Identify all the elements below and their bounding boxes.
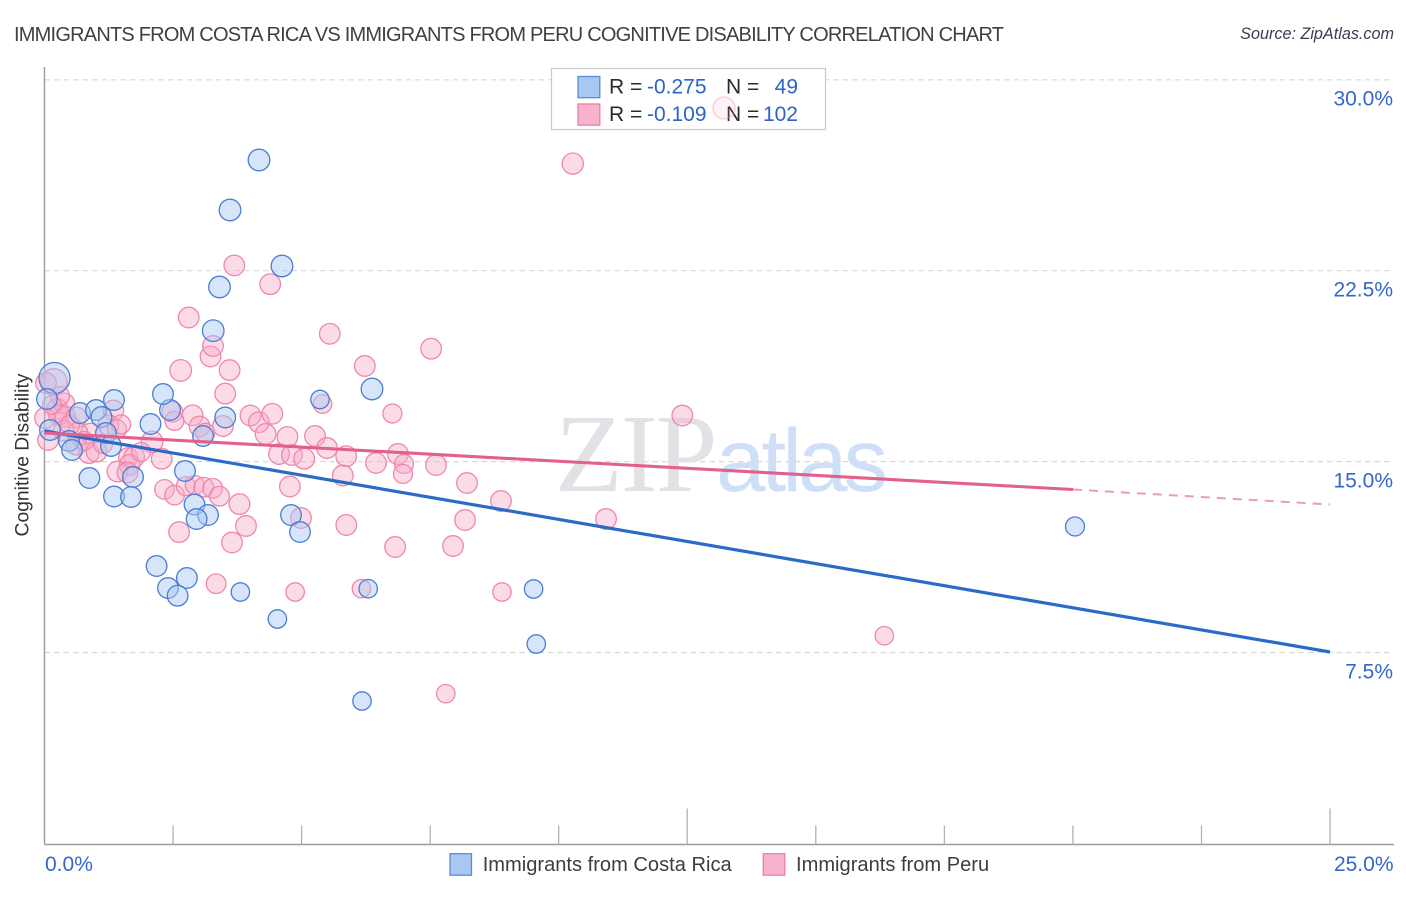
svg-text:R =: R = [609,76,642,99]
svg-text:-0.275: -0.275 [647,76,707,99]
svg-text:ZIP: ZIP [555,393,716,516]
svg-text:22.5%: 22.5% [1333,279,1393,302]
svg-text:N =: N = [726,103,759,126]
svg-text:-0.109: -0.109 [647,103,707,126]
svg-text:15.0%: 15.0% [1333,470,1393,493]
svg-text:IMMIGRANTS FROM COSTA RICA VS: IMMIGRANTS FROM COSTA RICA VS IMMIGRANTS… [14,24,1004,46]
svg-text:Immigrants from Costa Rica: Immigrants from Costa Rica [483,854,733,876]
svg-text:R =: R = [609,103,642,126]
svg-text:30.0%: 30.0% [1333,88,1393,111]
svg-text:N =: N = [726,76,759,99]
svg-text:Cognitive Disability: Cognitive Disability [13,373,34,536]
svg-text:102: 102 [763,103,798,126]
svg-text:49: 49 [775,76,798,99]
svg-text:Source: ZipAtlas.com: Source: ZipAtlas.com [1240,25,1394,43]
svg-text:atlas: atlas [716,410,885,510]
svg-text:Immigrants from Peru: Immigrants from Peru [796,854,989,876]
svg-text:0.0%: 0.0% [45,853,93,876]
svg-text:25.0%: 25.0% [1334,853,1394,876]
svg-text:7.5%: 7.5% [1345,661,1393,684]
